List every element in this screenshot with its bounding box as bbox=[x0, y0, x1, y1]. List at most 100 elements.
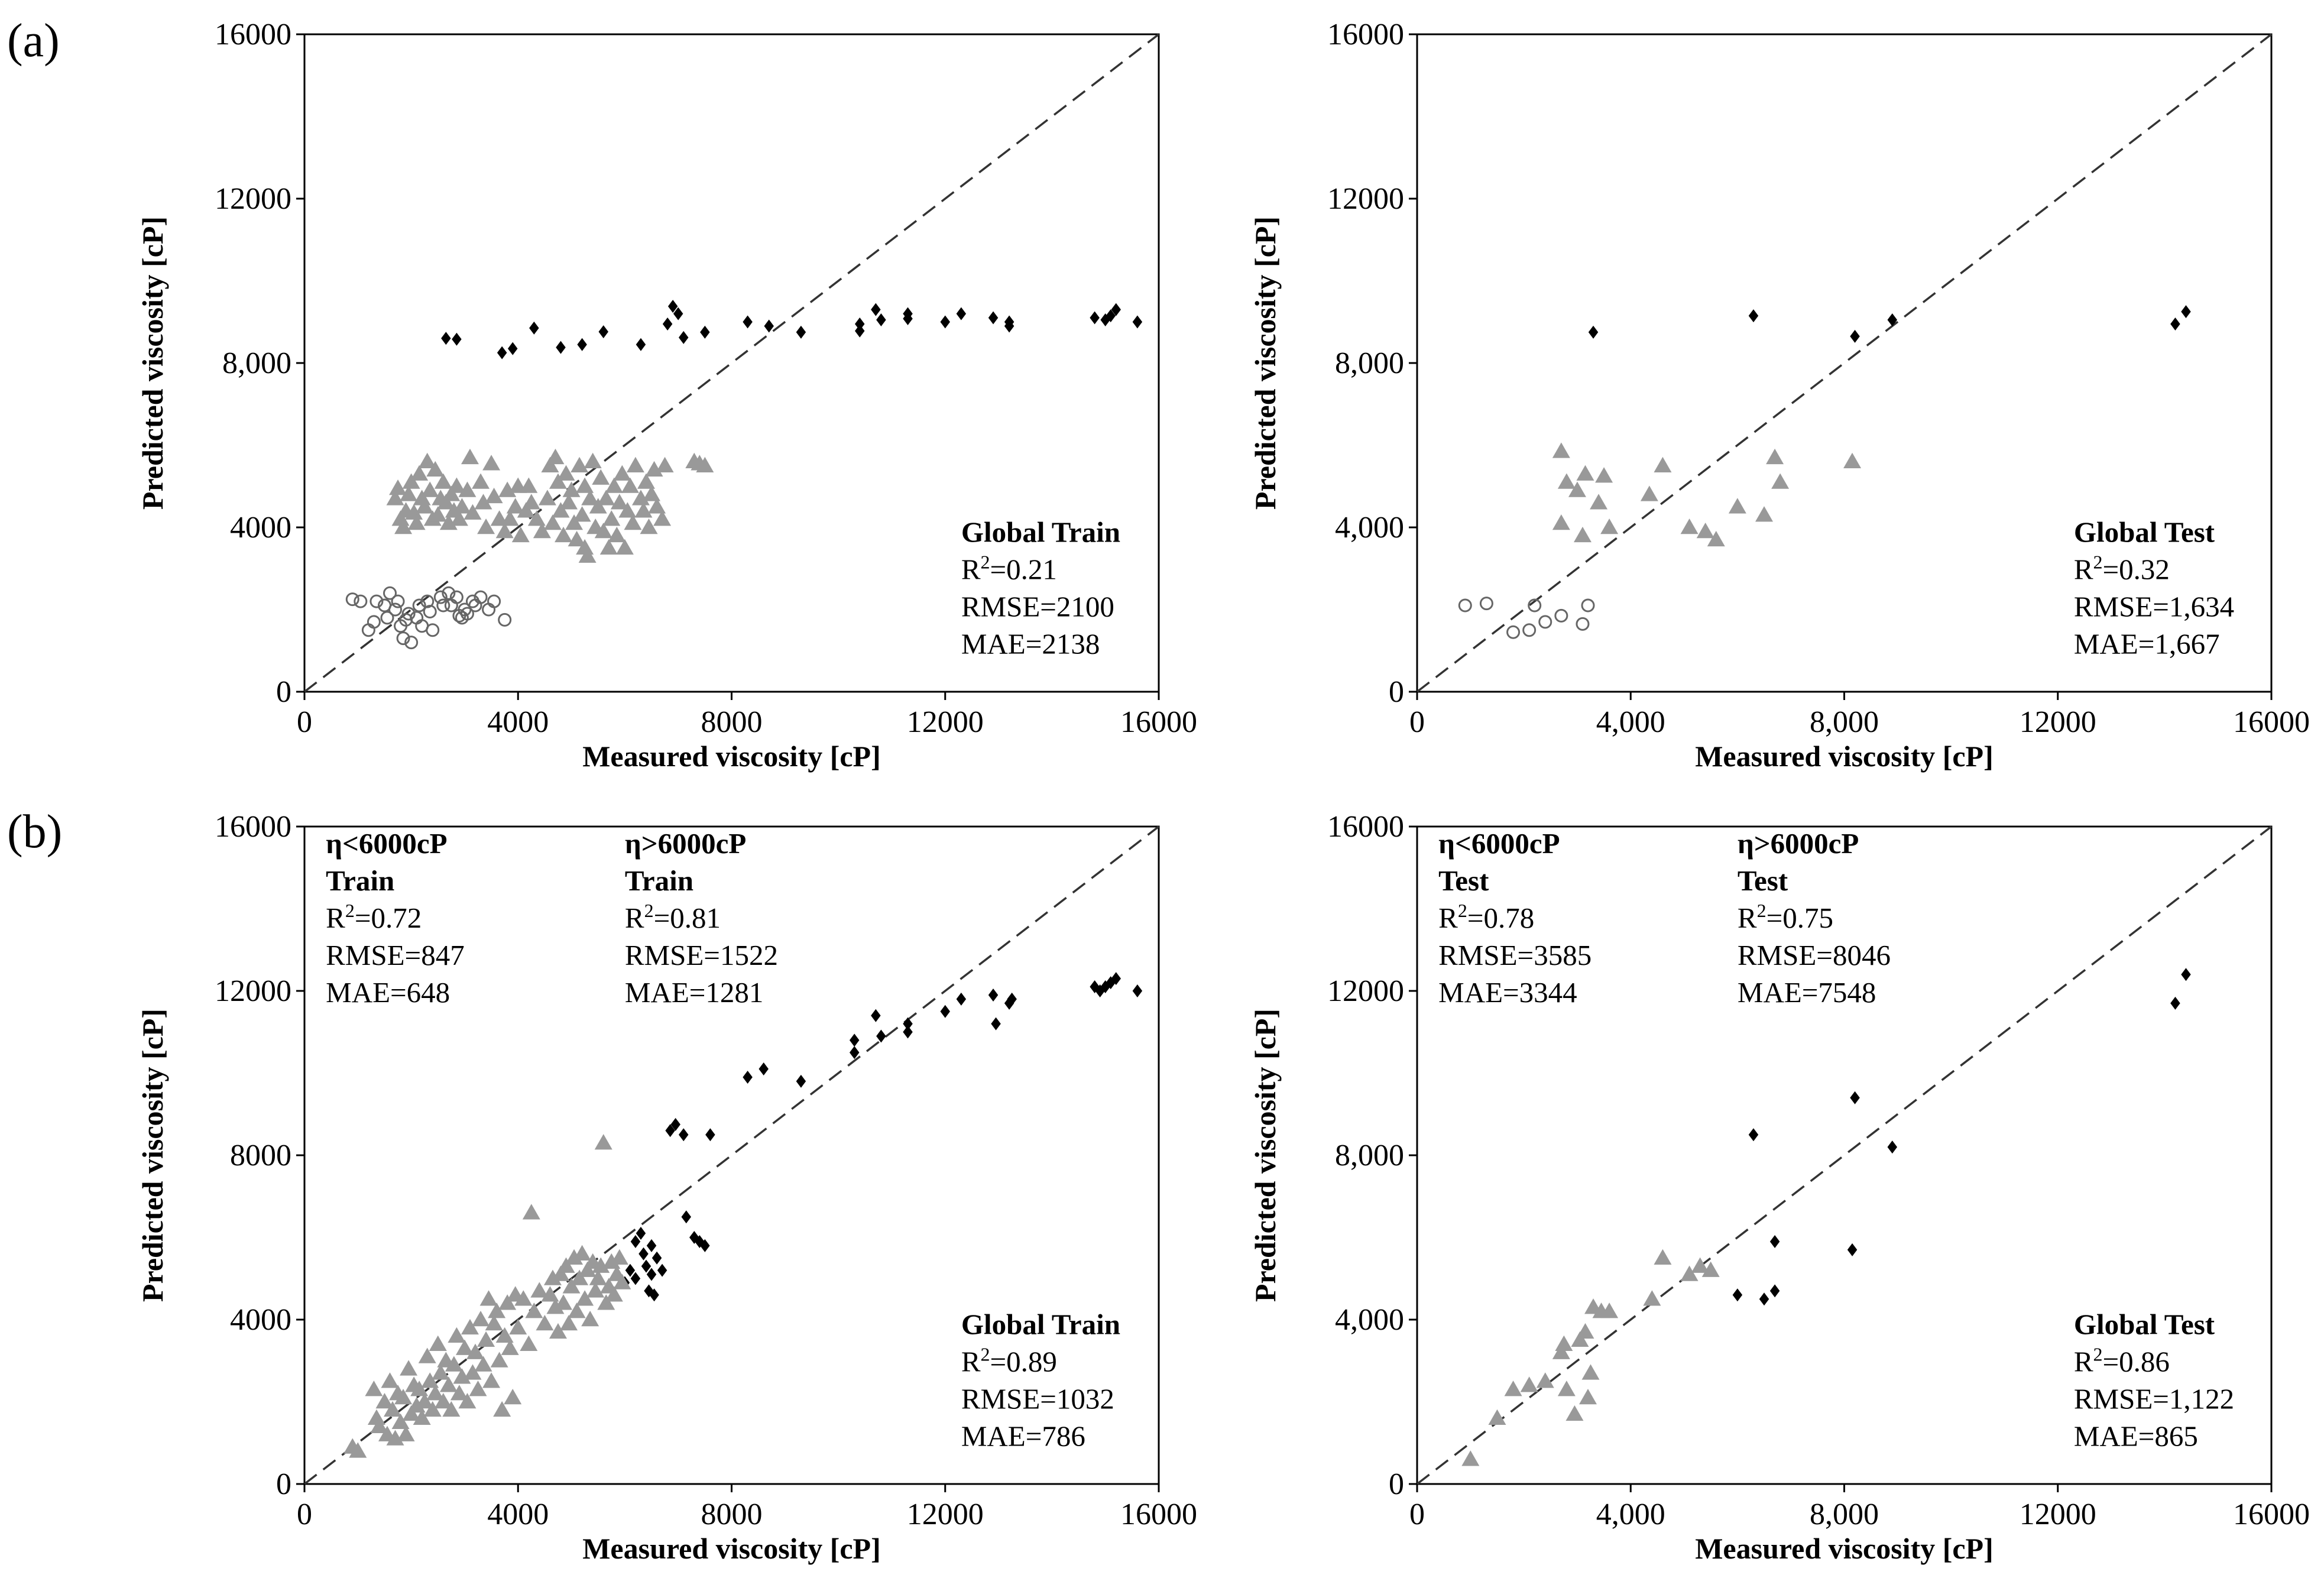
data-point bbox=[389, 479, 407, 495]
y-tick-label: 8,000 bbox=[1335, 1139, 1404, 1172]
data-point bbox=[636, 338, 646, 351]
data-point bbox=[1520, 1376, 1538, 1392]
data-point bbox=[546, 1298, 565, 1314]
data-point bbox=[646, 1239, 657, 1252]
data-point bbox=[1691, 1257, 1709, 1273]
data-point bbox=[1557, 473, 1576, 489]
series-triangle bbox=[1461, 1249, 1720, 1466]
y-tick-label: 4000 bbox=[230, 1303, 291, 1337]
data-point bbox=[2170, 996, 2180, 1010]
data-point bbox=[479, 1290, 498, 1306]
data-point bbox=[472, 1311, 490, 1327]
data-point bbox=[543, 514, 562, 530]
y-tick-label: 4000 bbox=[230, 511, 291, 545]
data-point bbox=[581, 490, 599, 506]
data-point bbox=[495, 522, 514, 539]
data-point bbox=[1576, 1323, 1594, 1339]
data-point bbox=[621, 477, 639, 493]
y-tick-label: 0 bbox=[276, 675, 291, 709]
data-point bbox=[1552, 442, 1570, 458]
annotation-line: Global Test bbox=[2074, 1308, 2215, 1340]
annotation-line: R2=0.21 bbox=[961, 551, 1057, 585]
data-point bbox=[1748, 309, 1759, 323]
data-point bbox=[759, 1062, 769, 1076]
data-point bbox=[474, 590, 488, 604]
data-point bbox=[509, 1318, 527, 1335]
data-point bbox=[412, 598, 426, 613]
data-point bbox=[613, 465, 631, 481]
data-point bbox=[1707, 530, 1725, 547]
annotation-line: RMSE=847 bbox=[326, 939, 465, 971]
data-point bbox=[1581, 598, 1595, 613]
x-tick-label: 0 bbox=[1409, 1498, 1425, 1531]
data-point bbox=[442, 586, 456, 600]
data-point bbox=[538, 490, 556, 506]
x-tick-label: 16000 bbox=[2233, 705, 2310, 739]
data-point bbox=[560, 494, 578, 510]
annotation-line: Test bbox=[1438, 864, 1489, 897]
data-point bbox=[402, 1405, 420, 1421]
data-point bbox=[586, 1282, 605, 1298]
data-point bbox=[584, 452, 602, 469]
x-tick-label: 12000 bbox=[2020, 1498, 2096, 1531]
data-point bbox=[615, 539, 634, 555]
data-point bbox=[988, 988, 999, 1002]
chart-b-train: 0 4000 8000 12000 16000 0 4000 8000 12000 16000 Me… bbox=[136, 810, 1197, 1565]
y-axis-title: Predicted viscosity [cP] bbox=[136, 216, 169, 510]
data-point bbox=[407, 1396, 426, 1413]
data-point bbox=[388, 602, 403, 617]
data-point bbox=[956, 992, 967, 1006]
data-point bbox=[1748, 1128, 1759, 1142]
data-point bbox=[396, 631, 410, 646]
data-point bbox=[552, 502, 570, 518]
annotation-line: MAE=1281 bbox=[625, 976, 764, 1009]
data-point bbox=[1654, 1249, 1672, 1265]
data-point bbox=[1595, 467, 1613, 483]
data-point bbox=[565, 1249, 584, 1265]
x-tick-label: 8,000 bbox=[1810, 1498, 1879, 1531]
series-diamond bbox=[1732, 968, 2191, 1306]
data-point bbox=[426, 623, 440, 637]
data-point bbox=[568, 530, 586, 547]
y-tick-label: 0 bbox=[1389, 675, 1404, 709]
data-point bbox=[634, 502, 653, 518]
data-point bbox=[541, 456, 559, 472]
data-point bbox=[665, 1124, 675, 1138]
data-point bbox=[421, 481, 439, 497]
y-tick-label: 12000 bbox=[215, 182, 291, 216]
data-point bbox=[477, 519, 495, 534]
data-point bbox=[618, 502, 637, 518]
data-point bbox=[1759, 1292, 1769, 1306]
annotation-line: RMSE=1,634 bbox=[2074, 590, 2234, 623]
annotation-line: RMSE=3585 bbox=[1438, 939, 1592, 971]
data-point bbox=[404, 636, 419, 650]
data-point bbox=[555, 1294, 573, 1310]
data-point bbox=[696, 456, 714, 472]
data-point bbox=[599, 539, 618, 555]
y-tick-label: 12000 bbox=[1327, 182, 1404, 216]
data-point bbox=[1506, 625, 1521, 639]
data-point bbox=[1555, 1335, 1573, 1351]
data-point bbox=[637, 473, 655, 489]
data-point bbox=[381, 1372, 399, 1388]
annotation-line: RMSE=1032 bbox=[961, 1382, 1114, 1415]
data-point bbox=[1850, 1091, 1860, 1104]
annotation-line: R2=0.81 bbox=[625, 900, 721, 934]
series-triangle bbox=[1552, 442, 1862, 547]
data-point bbox=[418, 1347, 436, 1363]
data-point bbox=[1590, 494, 1608, 510]
data-point bbox=[1552, 514, 1570, 530]
data-point bbox=[940, 1004, 950, 1018]
data-point bbox=[581, 1311, 599, 1327]
data-point bbox=[1640, 485, 1658, 501]
data-point bbox=[2170, 317, 2180, 330]
data-point bbox=[1755, 506, 1774, 522]
data-point bbox=[448, 1327, 466, 1343]
data-point bbox=[482, 455, 501, 471]
chart-a-test: 0 4,000 8,000 12000 16000 0 4,000 8,000 12000 160… bbox=[1249, 18, 2310, 773]
data-point bbox=[630, 1234, 641, 1248]
data-point bbox=[401, 607, 416, 621]
x-tick-label: 4,000 bbox=[1596, 705, 1665, 739]
